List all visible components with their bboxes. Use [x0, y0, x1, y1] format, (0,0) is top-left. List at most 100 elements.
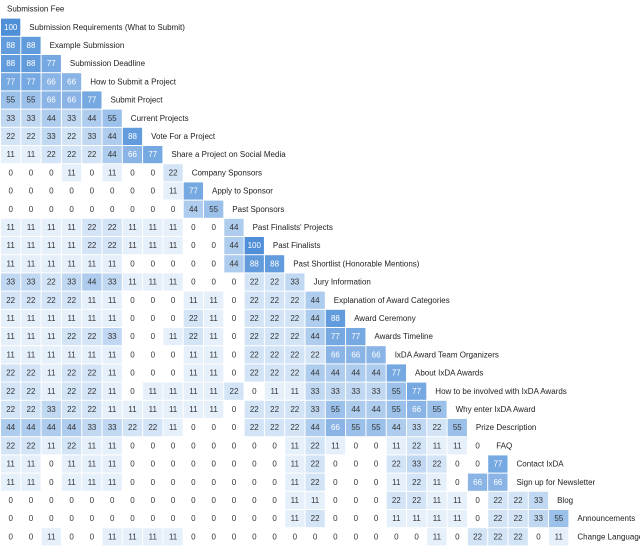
heatmap-cell [204, 528, 224, 546]
heatmap-cell-value: 0 [90, 496, 95, 505]
heatmap-cell-value: 11 [7, 332, 16, 341]
heatmap-cell-value: 33 [47, 405, 56, 414]
heatmap-cell [143, 400, 163, 418]
heatmap-cell-value: 11 [27, 478, 36, 487]
heatmap-cell [204, 273, 224, 291]
heatmap-cell-value: 22 [514, 532, 523, 541]
heatmap-cell-value: 22 [311, 460, 320, 469]
heatmap-cell [102, 127, 122, 145]
heatmap-cell-value: 0 [211, 460, 216, 469]
heatmap-cell [244, 473, 264, 491]
heatmap-cell [21, 164, 41, 182]
heatmap-cell [285, 364, 305, 382]
heatmap-cell-value: 0 [49, 187, 54, 196]
heatmap-cell [204, 237, 224, 255]
heatmap-cell [346, 400, 366, 418]
heatmap-cell-value: 11 [149, 405, 158, 414]
heatmap-cell [285, 382, 305, 400]
heatmap-cell-value: 22 [290, 405, 299, 414]
heatmap-cell [82, 109, 102, 127]
heatmap-cell-value: 0 [130, 168, 135, 177]
heatmap-cell [163, 382, 183, 400]
heatmap-cell [346, 346, 366, 364]
heatmap-cell [61, 218, 82, 236]
heatmap-cell-value: 0 [130, 332, 135, 341]
heatmap-cell-value: 0 [232, 278, 237, 287]
heatmap-cell-value: 0 [130, 314, 135, 323]
heatmap-cell-value: 33 [67, 114, 76, 123]
heatmap-cell-value: 11 [108, 460, 117, 469]
heatmap-cell-value: 0 [475, 441, 480, 450]
heatmap-cell-value: 0 [151, 369, 156, 378]
heatmap-cell-value: 11 [47, 532, 56, 541]
heatmap-cell-value: 22 [27, 369, 36, 378]
heatmap-cell-value: 0 [8, 496, 13, 505]
heatmap-cell [183, 218, 203, 236]
heatmap-cell [41, 73, 61, 91]
heatmap-cell [264, 528, 285, 546]
heatmap-cell-value: 33 [6, 114, 15, 123]
heatmap-cell [346, 364, 366, 382]
heatmap-cell [366, 382, 386, 400]
heatmap-cell [143, 437, 163, 455]
heatmap-cell-value: 0 [29, 532, 34, 541]
heatmap-cell-value: 0 [171, 514, 176, 523]
heatmap-cell-value: 33 [412, 423, 421, 432]
heatmap-cell-value: 11 [67, 241, 76, 250]
heatmap-cell [82, 273, 102, 291]
heatmap-cell-value: 22 [87, 241, 96, 250]
heatmap-cell [244, 346, 264, 364]
heatmap-cell-value: 11 [453, 496, 462, 505]
heatmap-cell [82, 182, 102, 200]
heatmap-cell [1, 36, 21, 54]
heatmap-cell-value: 33 [87, 423, 96, 432]
heatmap-cell-value: 22 [412, 441, 421, 450]
heatmap-cell-value: 44 [230, 241, 239, 250]
heatmap-cell [264, 346, 285, 364]
heatmap-cell [41, 473, 61, 491]
heatmap-cell [61, 237, 82, 255]
heatmap-cell [41, 273, 61, 291]
heatmap-cell-value: 11 [169, 187, 178, 196]
heatmap-cell [264, 364, 285, 382]
heatmap-cell-value: 22 [290, 423, 299, 432]
heatmap-cell-value: 22 [250, 278, 259, 287]
heatmap-cell-value: 11 [128, 278, 137, 287]
heatmap-cell-value: 22 [311, 514, 320, 523]
heatmap-cell [285, 328, 305, 346]
heatmap-cell-value: 88 [128, 132, 137, 141]
heatmap-cell-value: 88 [250, 259, 259, 268]
heatmap-cell [305, 419, 325, 437]
heatmap-cell-value: 22 [250, 296, 259, 305]
heatmap-cell-value: 11 [331, 441, 340, 450]
heatmap-cell [143, 328, 163, 346]
heatmap-cell [102, 309, 122, 327]
heatmap-cell-value: 66 [493, 478, 502, 487]
heatmap-cell-value: 0 [455, 460, 460, 469]
heatmap-cell-value: 0 [110, 514, 115, 523]
heatmap-cell [1, 382, 21, 400]
heatmap-cell [82, 328, 102, 346]
heatmap-cell [163, 328, 183, 346]
heatmap-cell-value: 0 [211, 259, 216, 268]
heatmap-cell [61, 419, 82, 437]
heatmap-cell-value: 11 [88, 350, 97, 359]
heatmap-cell-value: 0 [374, 460, 379, 469]
heatmap-cell [21, 346, 41, 364]
heatmap-cell [183, 328, 203, 346]
heatmap-cell [447, 491, 467, 509]
heatmap-cell-value: 0 [414, 532, 419, 541]
heatmap-cell-value: 55 [351, 423, 360, 432]
heatmap-cell-value: 22 [270, 423, 279, 432]
heatmap-cell [143, 237, 163, 255]
heatmap-cell-value: 0 [191, 496, 196, 505]
heatmap-cell [224, 528, 244, 546]
heatmap-cell-value: 44 [108, 132, 117, 141]
heatmap-cell-value: 55 [554, 514, 563, 523]
heatmap-cell-value: 55 [372, 423, 381, 432]
heatmap-cell-value: 0 [90, 514, 95, 523]
heatmap-cell-value: 0 [252, 496, 257, 505]
heatmap-cell [1, 400, 21, 418]
heatmap-cell-value: 88 [27, 41, 36, 50]
heatmap-cell-value: 0 [151, 205, 156, 214]
